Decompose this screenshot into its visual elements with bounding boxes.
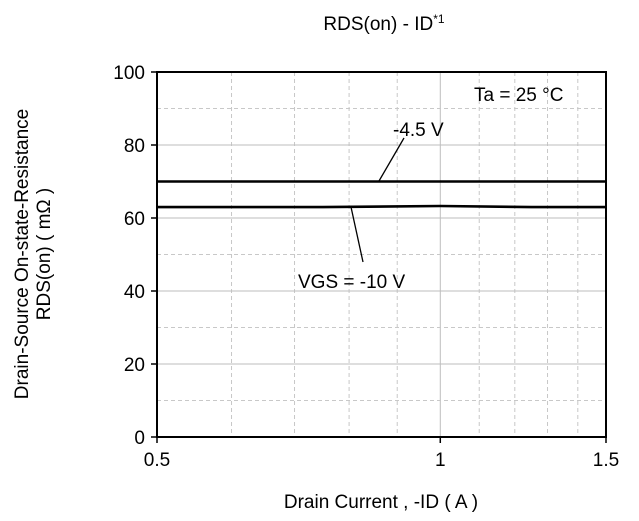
x-tick-label: 1.5 — [593, 450, 619, 471]
y-tick-label: 0 — [134, 428, 145, 449]
y-tick-label: 60 — [124, 209, 145, 230]
axes: 0 20 40 60 80 100 0.5 1 1.5 — [113, 63, 619, 471]
x-tick-label: 0.5 — [144, 450, 170, 471]
y-tick-label: 40 — [124, 282, 145, 303]
series-group — [157, 180, 606, 209]
x-tick-label: 1 — [435, 450, 446, 471]
condition-label: Ta = 25 °C — [474, 85, 563, 106]
y-axis-label-line1: Drain-Source On-state-Resistance — [12, 109, 33, 399]
leader-line-10v — [350, 206, 364, 263]
plot-frame — [156, 71, 607, 438]
series-line-2 — [157, 204, 606, 209]
series-label-4v5: -4.5 V — [393, 120, 444, 141]
gridlines — [157, 72, 606, 437]
series-label-10v: VGS = -10 V — [298, 272, 406, 293]
y-tick-label: 80 — [124, 136, 145, 157]
leader-line-4v5 — [378, 137, 405, 182]
y-tick-label: 20 — [124, 355, 145, 376]
x-axis-label: Drain Current , -ID ( A ) — [284, 492, 478, 513]
y-tick-label: 100 — [113, 63, 145, 84]
chart-title: RDS(on) - ID*1 — [323, 12, 444, 35]
y-axis-label-line2: RDS(on) ( mΩ ) — [34, 188, 55, 320]
chart-title-text: RDS(on) - ID — [323, 14, 433, 35]
chart-title-superscript: *1 — [433, 12, 445, 26]
